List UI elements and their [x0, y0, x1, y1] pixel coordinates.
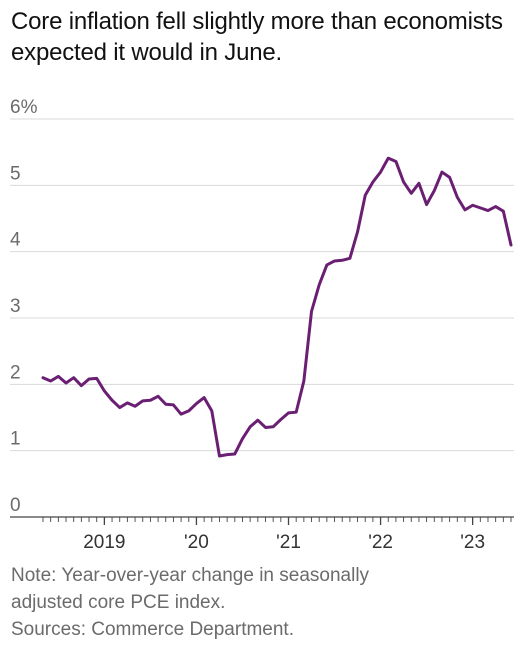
- y-tick-label-5: 5: [10, 163, 21, 184]
- y-axis-tick-labels: 6% 5 4 3 2 1 0: [10, 97, 38, 516]
- series-layer: [41, 156, 513, 458]
- y-tick-label-6: 6%: [10, 97, 38, 118]
- x-tick-label-23: '23: [460, 532, 485, 553]
- x-tick-label-20: '20: [184, 532, 209, 553]
- y-tick-label-2: 2: [10, 362, 21, 383]
- y-tick-label-0: 0: [10, 495, 21, 516]
- note-line-2: adjusted core PCE index.: [11, 592, 226, 613]
- note-line-1: Note: Year-over-year change in seasonall…: [11, 565, 370, 586]
- chart-title: Core inflation fell slightly more than e…: [11, 8, 503, 66]
- x-axis: 2019 '20 '21 '22 '23: [10, 516, 514, 553]
- line-chart: 6% 5 4 3 2 1 0 2019 '20 '21 '22 '23: [10, 97, 514, 553]
- chart-notes: Note: Year-over-year change in seasonall…: [11, 562, 516, 643]
- y-tick-label-3: 3: [10, 296, 21, 317]
- source-line: Sources: Commerce Department.: [11, 619, 294, 640]
- x-tick-label-21: '21: [276, 532, 301, 553]
- x-tick-label-22: '22: [368, 532, 393, 553]
- y-tick-label-4: 4: [10, 230, 21, 251]
- y-tick-label-1: 1: [10, 429, 21, 450]
- series-line-0: [41, 156, 513, 458]
- gridlines: [10, 118, 514, 452]
- x-tick-label-2019: 2019: [83, 532, 125, 553]
